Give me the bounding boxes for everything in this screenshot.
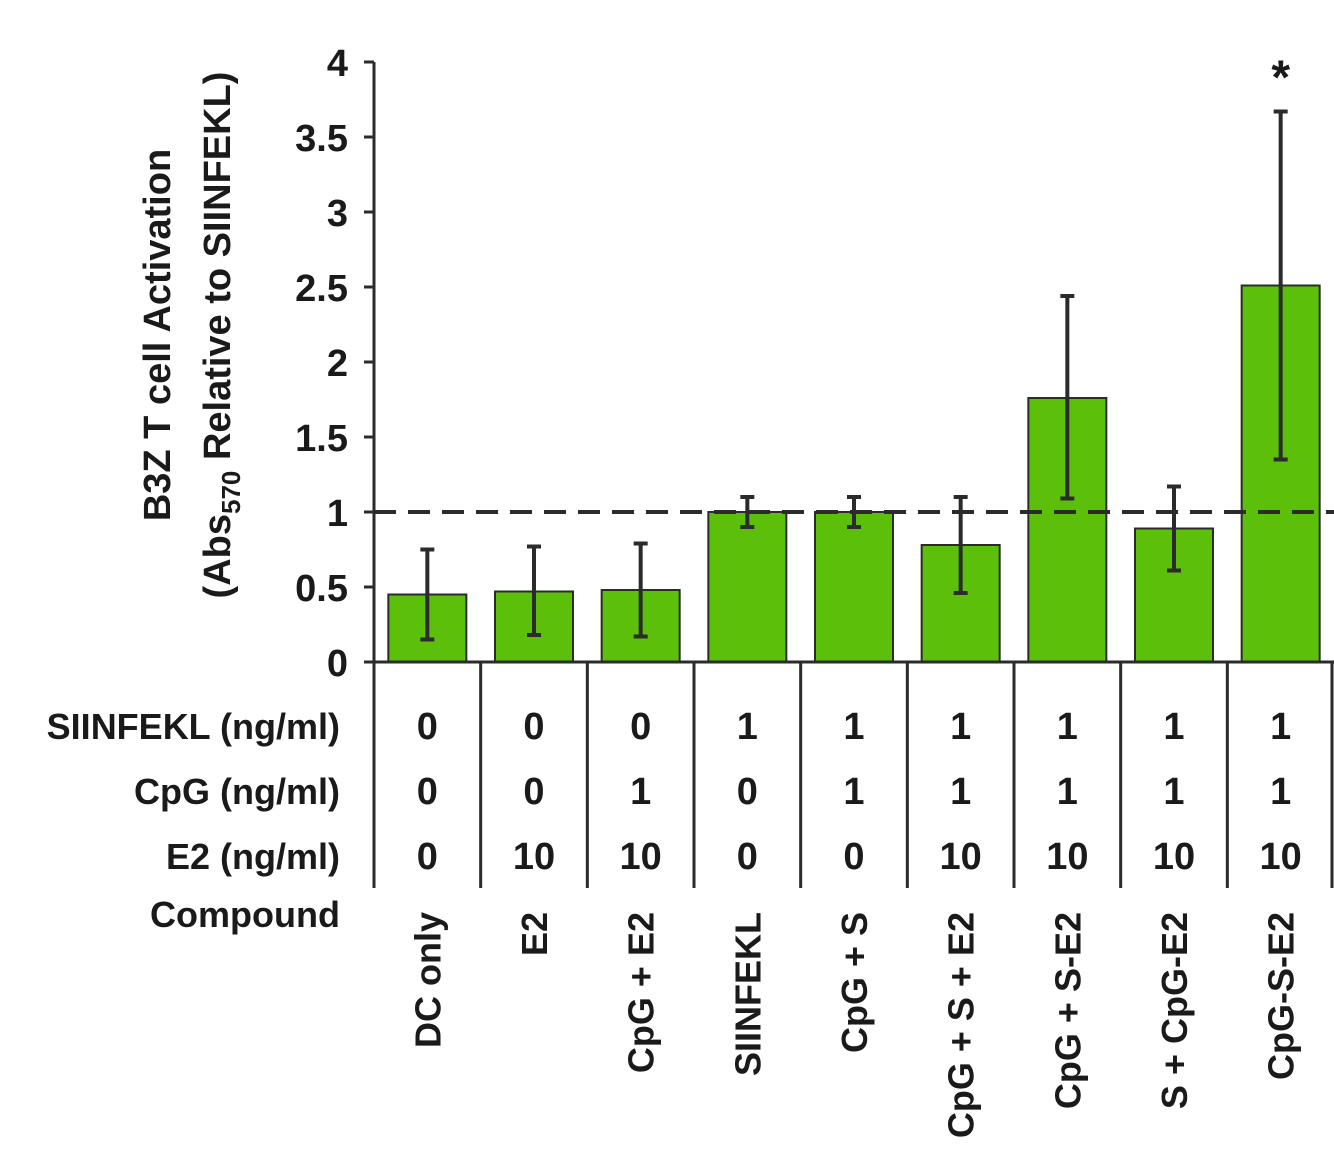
table-cell: 10: [620, 836, 662, 878]
category-label: CpG + E2: [621, 912, 662, 1073]
compound-label: Compound: [150, 894, 340, 935]
table-row-label: SIINFEKL (ng/ml): [47, 706, 340, 747]
y-axis-label-pre: (Abs: [197, 514, 239, 598]
table-cell: 1: [737, 706, 758, 748]
category-label: DC only: [407, 912, 448, 1048]
category-label: CpG-S-E2: [1261, 912, 1302, 1080]
category-label: CpG + S-E2: [1047, 912, 1088, 1109]
table-cell: 1: [1270, 771, 1291, 813]
y-axis-label-post: Relative to SIINFEKL): [197, 72, 239, 471]
y-axis-label-line2: (Abs570 Relative to SIINFEKL): [197, 72, 246, 599]
table-cell: 10: [1260, 836, 1302, 878]
table-cell: 1: [1270, 706, 1291, 748]
axes-group: [364, 60, 1334, 888]
y-tick-label: 0.5: [295, 568, 348, 610]
bars-group: [387, 284, 1321, 663]
category-label: CpG + S: [834, 912, 875, 1053]
significance-marker: *: [1271, 52, 1290, 105]
table-cell: 0: [737, 771, 758, 813]
bar-5: [814, 511, 894, 663]
table-cell: 1: [630, 771, 651, 813]
table-cell: 0: [843, 836, 864, 878]
y-axis-label-subscript: 570: [216, 471, 246, 514]
table-cell: 1: [1057, 706, 1078, 748]
y-tick-label: 3: [327, 193, 348, 235]
table-row-label: E2 (ng/ml): [166, 836, 340, 877]
y-axis-label-line1: B3Z T cell Activation: [137, 149, 179, 521]
table-cell: 0: [417, 836, 438, 878]
y-tick-label: 3.5: [295, 118, 348, 160]
table-cell: 10: [1046, 836, 1088, 878]
table-cell: 0: [417, 706, 438, 748]
y-tick-label: 4: [327, 43, 348, 85]
table-cell: 0: [630, 706, 651, 748]
table-cell: 0: [523, 706, 544, 748]
category-label: CpG + S + E2: [941, 912, 982, 1138]
y-tick-labels: 0 0.5 1 1.5 2 2.5 3 3.5 4: [295, 43, 348, 685]
table-cell: 1: [843, 771, 864, 813]
table-cell: 0: [523, 771, 544, 813]
error-bars-group: *: [420, 52, 1290, 642]
bar-4: [707, 511, 788, 663]
table-cell: 1: [1163, 706, 1184, 748]
y-tick-label: 1: [327, 493, 348, 535]
table-cell: 1: [1057, 771, 1078, 813]
table-cell: 1: [950, 771, 971, 813]
y-tick-label: 0: [327, 643, 348, 685]
table-cell: 10: [513, 836, 555, 878]
category-labels: DC only E2 CpG + E2 SIINFEKL CpG + S CpG + S …: [407, 912, 1301, 1138]
table-cell: 0: [737, 836, 758, 878]
y-tick-label: 2.5: [295, 268, 348, 310]
table-cell: 1: [1163, 771, 1184, 813]
category-label: S + CpG-E2: [1154, 912, 1195, 1109]
y-axis-title: B3Z T cell Activation (Abs570 Relative t…: [137, 72, 246, 599]
table-cell: 10: [940, 836, 982, 878]
bar-6: [920, 544, 1001, 663]
y-tick-label: 1.5: [295, 418, 348, 460]
category-label: SIINFEKL: [727, 912, 768, 1076]
table-cell: 1: [950, 706, 971, 748]
category-label: E2: [514, 912, 555, 956]
table-cell: 1: [843, 706, 864, 748]
table-row-label: CpG (ng/ml): [134, 771, 340, 812]
y-tick-label: 2: [327, 343, 348, 385]
table-cell: 10: [1153, 836, 1195, 878]
table-cell: 0: [417, 771, 438, 813]
